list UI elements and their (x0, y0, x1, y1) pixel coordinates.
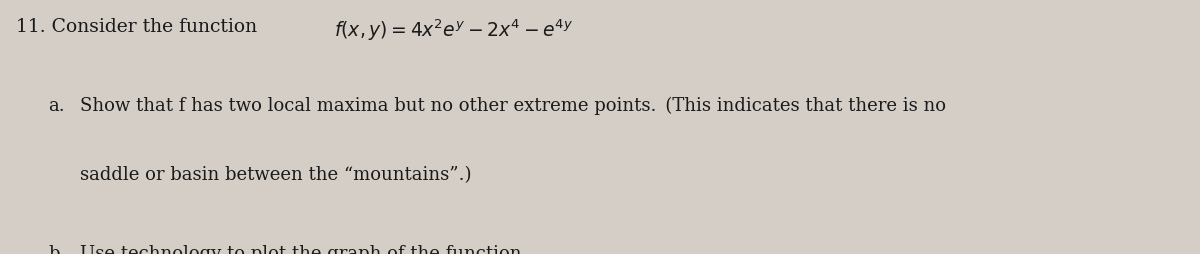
Text: a.: a. (48, 97, 65, 115)
Text: b.: b. (48, 244, 65, 254)
Text: saddle or basin between the “mountains”.): saddle or basin between the “mountains”.… (80, 165, 472, 183)
Text: Use technology to plot the graph of the function.: Use technology to plot the graph of the … (80, 244, 528, 254)
Text: $f (x, y) = 4x^2e^y - 2x^4 - e^{4y}$: $f (x, y) = 4x^2e^y - 2x^4 - e^{4y}$ (335, 18, 574, 43)
Text: Show that f has two local maxima but no other extreme points. (This indicates th: Show that f has two local maxima but no … (80, 97, 947, 115)
Text: 11. Consider the function: 11. Consider the function (16, 18, 263, 36)
